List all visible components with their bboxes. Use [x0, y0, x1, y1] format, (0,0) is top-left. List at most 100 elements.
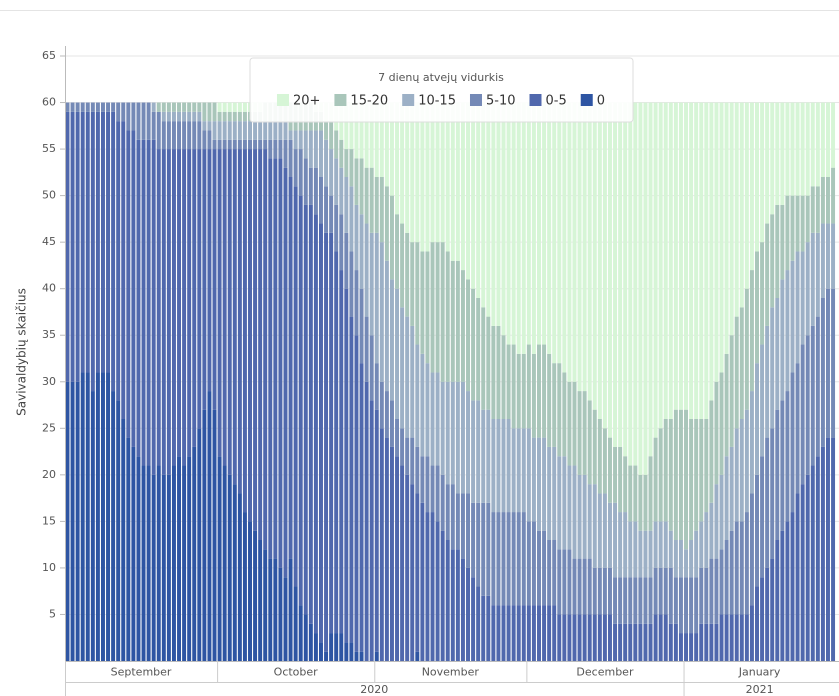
bar-segment — [329, 149, 334, 196]
bar-segment — [785, 102, 790, 196]
bar-segment — [303, 130, 308, 159]
bar-segment — [420, 502, 425, 661]
bar-segment — [161, 102, 166, 112]
bar-segment — [567, 614, 572, 661]
bar-segment — [724, 614, 729, 661]
bar-segment — [511, 512, 516, 606]
bar-segment — [765, 102, 770, 224]
bar-segment — [354, 102, 359, 159]
bar-segment — [668, 623, 673, 661]
bar-segment — [673, 540, 678, 578]
bar-segment — [471, 502, 476, 578]
bar-segment — [379, 381, 384, 429]
bar-segment — [273, 558, 278, 661]
bar-segment — [537, 344, 541, 438]
bar-segment — [435, 242, 440, 373]
bar-segment — [111, 102, 116, 112]
legend-label: 20+ — [293, 94, 320, 109]
bar-segment — [749, 493, 754, 606]
bar-segment — [628, 102, 633, 466]
bar-segment — [709, 502, 714, 559]
bar-segment — [592, 409, 597, 485]
bar-segment — [587, 400, 592, 485]
bar-segment — [334, 251, 339, 634]
bar-segment — [780, 279, 785, 401]
bar-segment — [486, 502, 491, 596]
bar-segment — [481, 102, 486, 308]
bar-segment — [572, 465, 577, 559]
bar-segment — [263, 139, 268, 150]
bar-segment — [486, 409, 491, 503]
bar-segment — [638, 102, 643, 475]
bar-segment — [85, 372, 90, 661]
bar-segment — [744, 288, 749, 410]
bar-segment — [349, 102, 354, 150]
bar-segment — [770, 214, 775, 308]
bar-segment — [526, 428, 531, 522]
bar-segment — [253, 139, 258, 150]
bar-segment — [638, 577, 643, 624]
bar-segment — [572, 381, 577, 466]
bar-segment — [810, 186, 815, 233]
bar-segment — [734, 316, 739, 429]
bar-segment — [217, 102, 222, 112]
bar-segment — [633, 623, 638, 661]
bar-segment — [354, 270, 359, 336]
bar-segment — [516, 605, 521, 661]
bar-segment — [389, 279, 394, 401]
legend-swatch — [334, 94, 347, 106]
bar-segment — [678, 409, 683, 540]
bar-segment — [263, 121, 268, 140]
bar-segment — [800, 251, 805, 345]
bar-segment — [511, 344, 516, 429]
bar-segment — [582, 102, 587, 392]
bar-segment — [775, 540, 780, 661]
bar-segment — [187, 149, 192, 457]
bar-segment — [577, 614, 582, 661]
bar-segment — [511, 102, 516, 345]
bar-segment — [592, 614, 597, 661]
bar-segment — [780, 102, 785, 205]
bar-segment — [577, 474, 582, 559]
bar-segment — [466, 391, 470, 494]
bar-segment — [511, 605, 516, 661]
bar-segment — [729, 335, 734, 447]
bar-segment — [379, 242, 384, 382]
bar-segment — [775, 409, 780, 540]
bar-segment — [684, 409, 689, 550]
bar-segment — [506, 512, 511, 606]
bar-segment — [121, 102, 126, 122]
bar-segment — [460, 270, 465, 382]
bar-segment — [653, 567, 658, 615]
bar-segment — [547, 540, 552, 606]
bar-segment — [202, 130, 207, 150]
bar-segment — [501, 512, 506, 606]
bar-segment — [709, 400, 714, 503]
legend-swatch — [402, 94, 415, 106]
bar-segment — [729, 102, 734, 336]
bar-segment — [826, 102, 830, 177]
bar-segment — [455, 549, 460, 661]
bar-segment — [75, 111, 80, 382]
bar-segment — [369, 167, 374, 233]
bar-segment — [729, 530, 734, 615]
bar-segment — [455, 493, 460, 550]
bar-segment — [319, 130, 323, 177]
bar-segment — [227, 102, 232, 112]
bar-segment — [121, 419, 126, 661]
bar-segment — [709, 623, 714, 661]
bar-segment — [166, 102, 171, 112]
bar-segment — [415, 344, 420, 447]
legend-label: 0 — [597, 94, 605, 109]
bar-segment — [739, 102, 744, 308]
bar-segment — [486, 595, 491, 661]
bar-segment — [222, 149, 227, 466]
bar-segment — [324, 651, 329, 661]
bar-segment — [770, 307, 775, 429]
bar-segment — [263, 149, 268, 550]
bar-segment — [684, 102, 689, 410]
bar-segment — [156, 149, 161, 466]
bar-segment — [537, 437, 541, 531]
bar-segment — [537, 102, 541, 345]
bar-segment — [790, 512, 795, 661]
